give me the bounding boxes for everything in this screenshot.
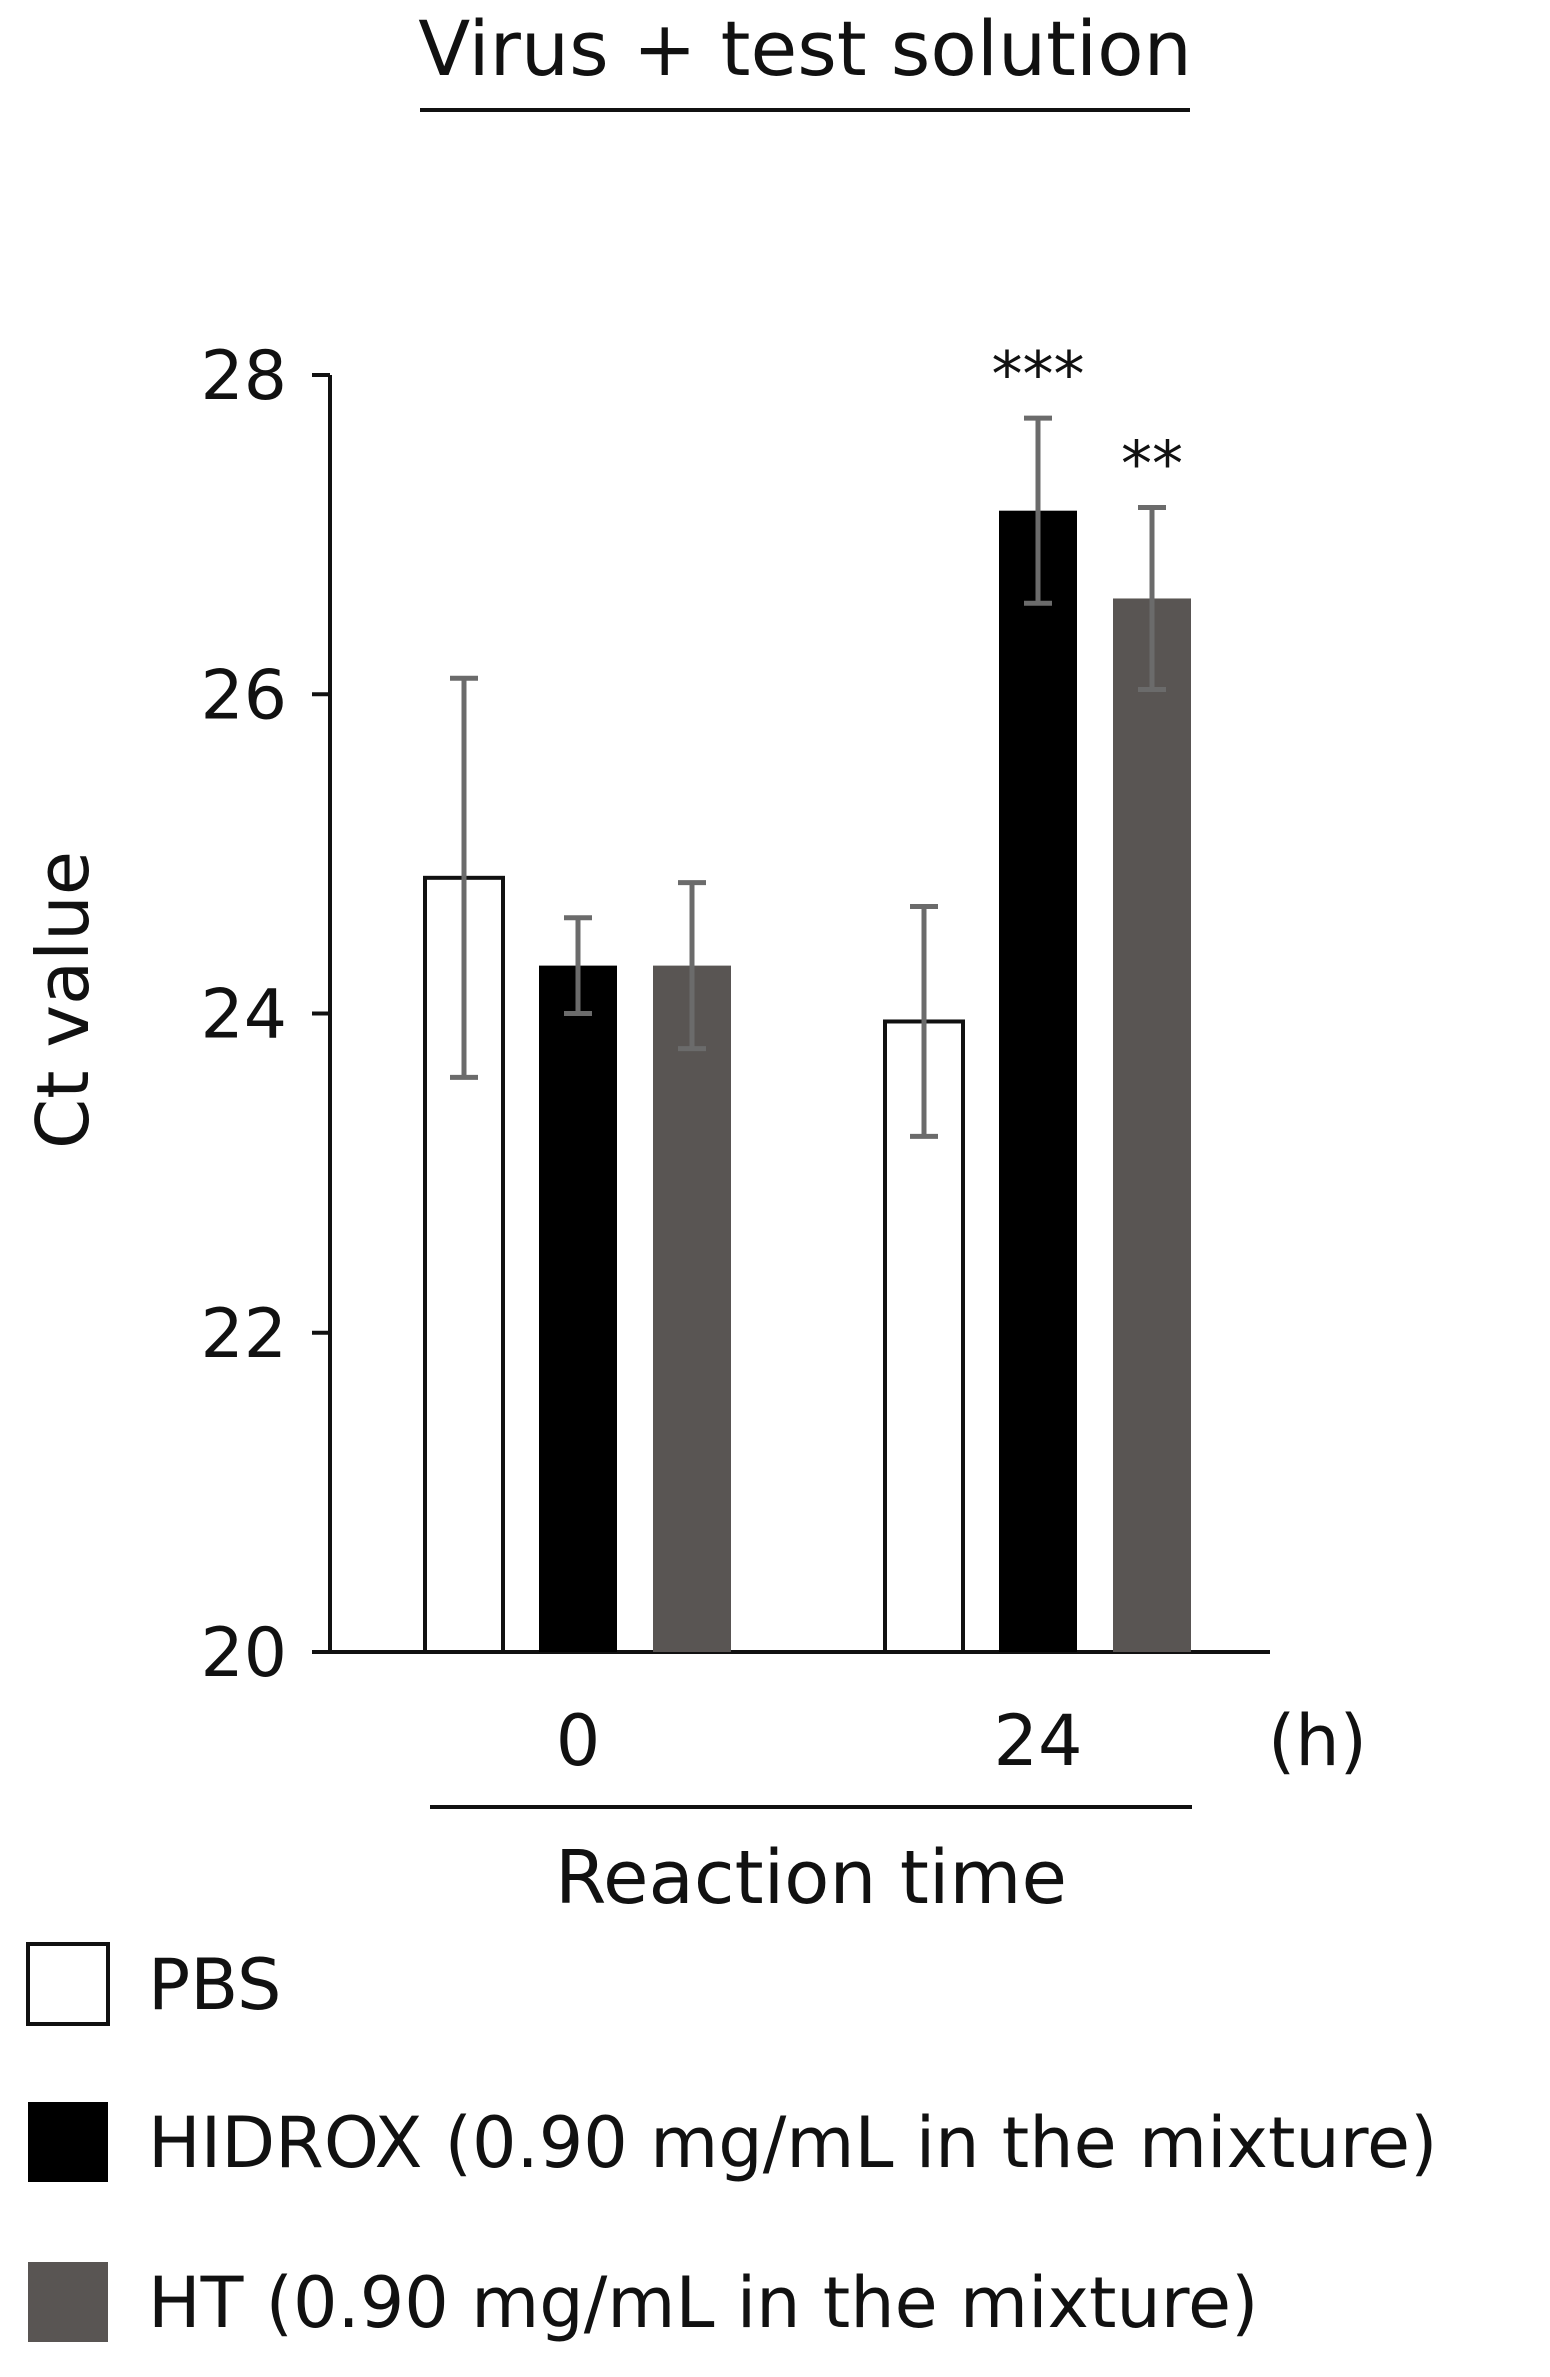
legend-swatch: [28, 2262, 108, 2342]
significance-label: ***: [992, 338, 1085, 411]
chart-title: Virus + test solution: [418, 4, 1192, 93]
x-axis-unit: (h): [1268, 1700, 1367, 1782]
legend-swatch: [26, 1942, 110, 2026]
y-ticks: 20 22 24 26 28: [200, 337, 330, 1693]
y-tick-label: 20: [200, 1614, 287, 1693]
y-tick-label: 26: [200, 656, 287, 735]
bar: [1113, 598, 1191, 1652]
significance-label: **: [1121, 427, 1183, 500]
legend-label: PBS: [148, 1944, 281, 2026]
y-tick-label: 22: [200, 1295, 287, 1374]
y-tick-label: 24: [200, 976, 287, 1055]
y-axis-label: Ct value: [21, 851, 105, 1149]
x-category-label: 24: [993, 1700, 1082, 1782]
x-category-label: 0: [556, 1700, 601, 1782]
legend-label: HIDROX (0.90 mg/mL in the mixture): [148, 2102, 1437, 2184]
bar: [999, 510, 1077, 1652]
legend-label: HT (0.90 mg/mL in the mixture): [148, 2262, 1258, 2344]
bar: [539, 965, 617, 1652]
y-tick-label: 28: [200, 337, 287, 416]
legend: PBS HIDROX (0.90 mg/mL in the mixture) HT …: [26, 1942, 1437, 2344]
bars: *****: [423, 338, 1191, 1654]
x-axis-label: Reaction time: [555, 1835, 1067, 1921]
legend-swatch: [28, 2102, 108, 2182]
x-category-labels: 0 24: [556, 1700, 1083, 1782]
bar: [653, 965, 731, 1652]
